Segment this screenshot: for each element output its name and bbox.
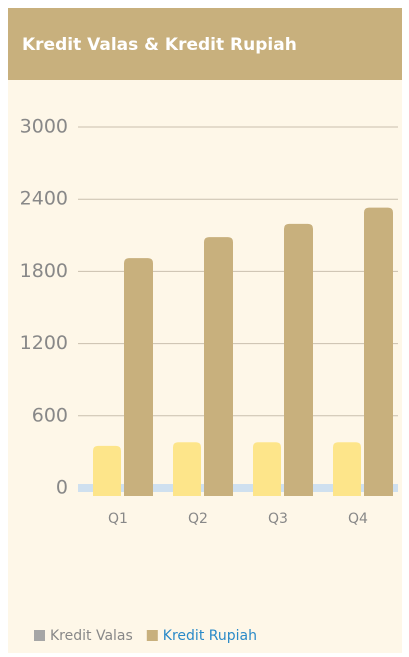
x-tick-label: Q1	[108, 511, 128, 527]
legend-swatch	[34, 630, 45, 641]
header	[8, 8, 402, 80]
legend-label: Kredit Valas	[50, 628, 133, 644]
bar	[333, 442, 361, 496]
bar	[364, 207, 393, 496]
bar	[253, 442, 281, 496]
bar	[124, 258, 153, 496]
chart-title: Kredit Valas & Kredit Rupiah	[22, 35, 297, 55]
x-tick-label: Q3	[268, 511, 288, 527]
base-band	[78, 484, 398, 492]
y-tick-label: 0	[56, 477, 68, 499]
legend-swatch	[146, 630, 158, 641]
x-tick-label: Q2	[188, 511, 208, 527]
bar	[173, 442, 201, 496]
bar	[93, 445, 121, 496]
y-tick-label: 1800	[20, 260, 68, 282]
bar	[204, 237, 233, 497]
y-tick-label: 3000	[20, 116, 68, 138]
legend-label: Kredit Rupiah	[163, 628, 257, 644]
y-tick-label: 2400	[20, 188, 68, 210]
x-tick-label: Q4	[348, 511, 368, 527]
y-tick-label: 600	[32, 404, 68, 426]
bar	[284, 223, 313, 496]
y-tick-label: 1200	[20, 332, 68, 354]
